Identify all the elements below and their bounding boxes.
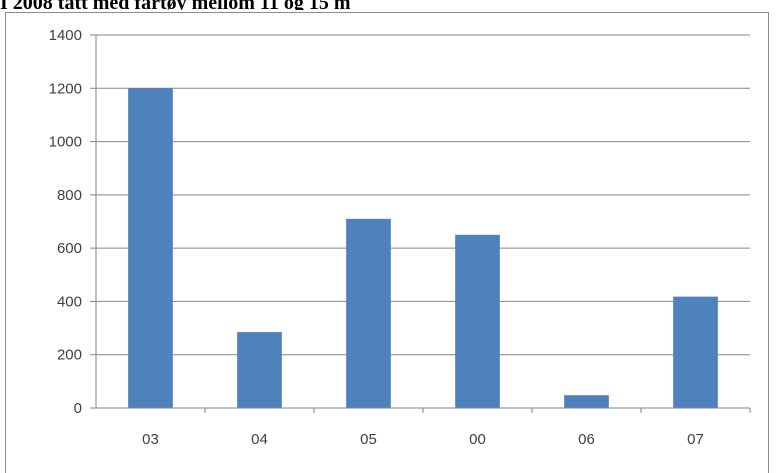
y-tick-label: 1400 bbox=[49, 27, 82, 44]
chart-frame: 0 200 400 600 800 1000 1200 1400 03 04 05 00 06 07 bbox=[5, 12, 769, 473]
y-tick-label: 800 bbox=[57, 187, 82, 204]
y-tick-label: 400 bbox=[57, 293, 82, 310]
x-tick-label: 03 bbox=[142, 431, 159, 448]
y-tick-label: 0 bbox=[74, 400, 82, 417]
chart-caption: I 2008 tatt med fartøy mellom 11 og 15 m bbox=[0, 0, 780, 10]
y-tick-label: 600 bbox=[57, 240, 82, 257]
bar-04 bbox=[237, 332, 282, 408]
x-tick-label: 05 bbox=[360, 431, 377, 448]
bar-chart: 0 200 400 600 800 1000 1200 1400 03 04 05 00 06 07 bbox=[49, 27, 751, 448]
bar-05 bbox=[346, 218, 391, 408]
y-tick-label: 1200 bbox=[49, 80, 82, 97]
y-tick-label: 1000 bbox=[49, 134, 82, 151]
axes bbox=[90, 34, 751, 413]
bar-03 bbox=[128, 88, 173, 409]
y-tick-label: 200 bbox=[57, 347, 82, 364]
bar-00 bbox=[455, 234, 500, 408]
x-tick-label: 00 bbox=[469, 431, 486, 448]
tick-labels: 0 200 400 600 800 1000 1200 1400 03 04 05 00 06 07 bbox=[49, 27, 704, 448]
x-tick-label: 07 bbox=[687, 431, 704, 448]
bar-06 bbox=[564, 395, 609, 408]
gridlines bbox=[96, 34, 750, 356]
bar-07 bbox=[673, 296, 718, 408]
x-tick-label: 04 bbox=[251, 431, 268, 448]
bars bbox=[128, 88, 718, 409]
x-tick-label: 06 bbox=[578, 431, 595, 448]
